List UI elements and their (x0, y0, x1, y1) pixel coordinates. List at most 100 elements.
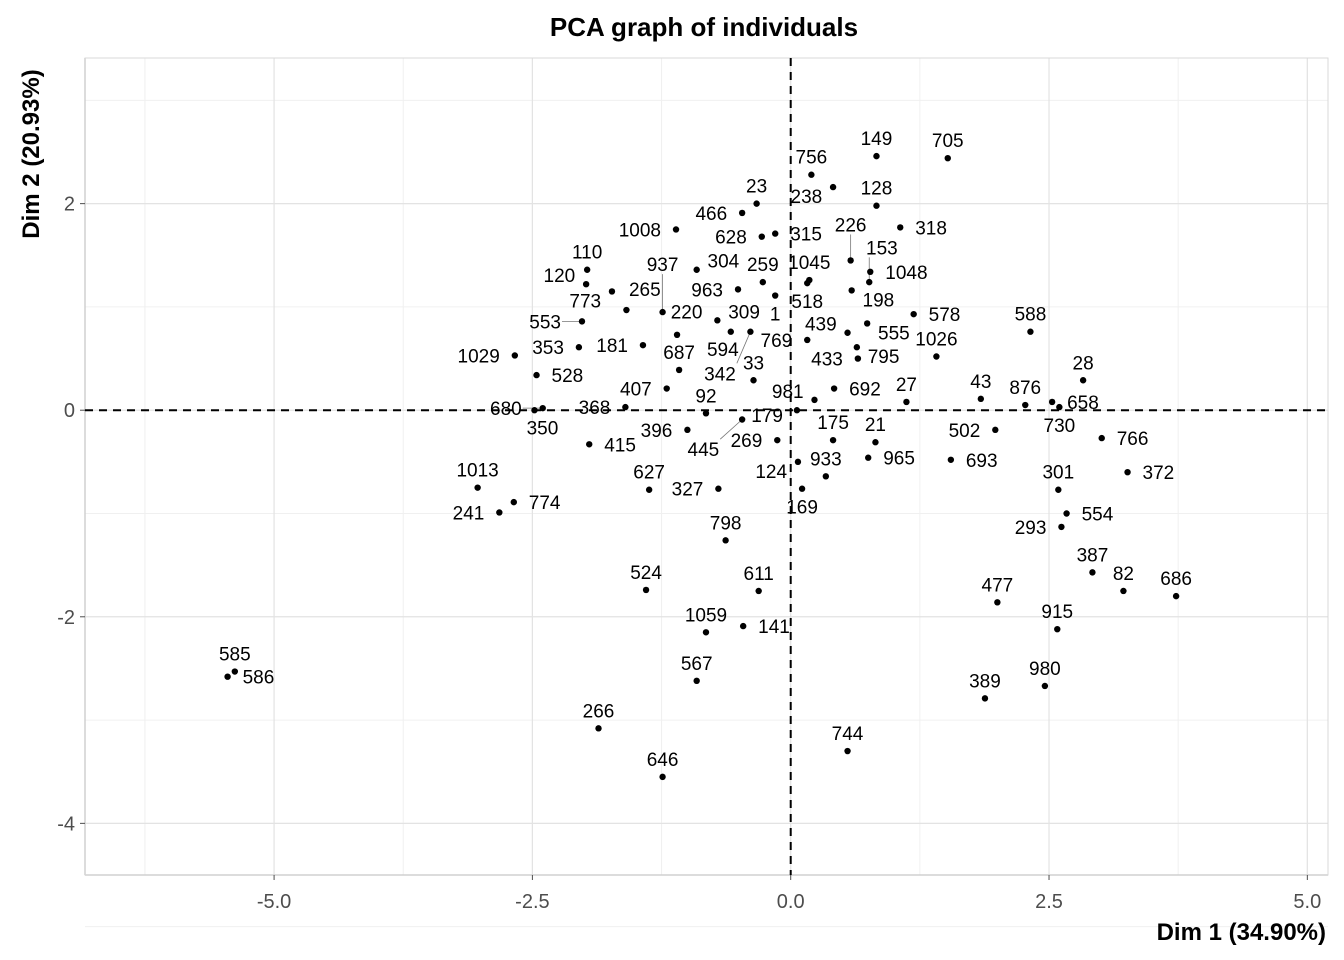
data-point-876: 876 (1009, 378, 1041, 409)
point-marker (1022, 401, 1029, 409)
data-point-1026: 1026 (915, 329, 958, 360)
point-label: 933 (810, 449, 842, 470)
data-point-301: 301 (1042, 463, 1074, 493)
point-label: 301 (1042, 463, 1074, 484)
panel-border (84, 57, 1329, 876)
point-marker (675, 366, 683, 374)
point-label: 353 (532, 338, 564, 359)
point-marker (848, 287, 855, 294)
point-label: 658 (1067, 393, 1099, 414)
point-marker (747, 328, 754, 335)
point-marker (794, 458, 802, 466)
point-marker (854, 355, 862, 362)
point-label: 407 (620, 380, 652, 401)
point-label: 774 (529, 493, 561, 514)
point-label: 415 (604, 435, 636, 456)
chart-title: PCA graph of individuals (550, 12, 858, 42)
point-label: 567 (681, 654, 713, 675)
point-marker (947, 456, 955, 463)
label-leader-lines (522, 234, 870, 440)
data-point-1013: 1013 (456, 461, 499, 491)
data-point-585: 585 (219, 645, 251, 675)
point-marker (583, 266, 591, 273)
point-label: 756 (796, 148, 828, 169)
point-marker (533, 371, 540, 379)
data-point-396: 396 (641, 421, 691, 442)
data-point-611: 611 (744, 564, 774, 595)
point-marker (793, 407, 801, 414)
data-point-518: 518 (791, 279, 823, 313)
data-point-680: 680 (490, 399, 546, 420)
point-marker (722, 537, 729, 544)
point-label: 795 (868, 347, 900, 368)
point-label: 693 (966, 451, 998, 472)
point-label: 315 (790, 225, 822, 246)
data-point-181: 181 (596, 336, 647, 357)
point-label: 149 (861, 129, 893, 150)
point-label: 198 (863, 290, 895, 311)
data-point-110: 110 (572, 243, 602, 273)
point-marker (811, 396, 818, 404)
point-label: 937 (647, 255, 679, 276)
data-point-293: 293 (1015, 518, 1065, 539)
point-marker (772, 230, 779, 237)
data-point-353: 353 (532, 338, 583, 359)
grid (84, 58, 1328, 928)
data-point-372: 372 (1124, 463, 1174, 484)
point-label: 980 (1029, 659, 1061, 680)
data-point-198: 198 (848, 287, 894, 311)
point-marker (873, 202, 880, 209)
y-tick-label: -2 (57, 607, 75, 629)
data-point-774: 774 (510, 493, 561, 514)
point-label: 705 (932, 131, 964, 152)
data-point-387: 387 (1077, 545, 1109, 576)
point-marker (663, 385, 670, 392)
data-point-466: 466 (695, 204, 746, 225)
point-label: 387 (1077, 545, 1109, 566)
point-marker (586, 441, 593, 448)
point-label: 92 (695, 386, 716, 407)
point-marker (684, 426, 691, 434)
data-point-980: 980 (1029, 659, 1061, 690)
point-marker (1058, 523, 1065, 531)
data-point-686: 686 (1160, 569, 1192, 600)
point-label: 175 (817, 413, 849, 434)
point-label: 466 (695, 204, 727, 225)
point-label: 1013 (456, 461, 498, 482)
point-marker (758, 233, 765, 240)
data-point-1029: 1029 (458, 346, 519, 367)
data-point-555: 555 (863, 320, 910, 344)
point-marker (1056, 403, 1063, 411)
data-point-588: 588 (1015, 305, 1046, 335)
point-label: 594 (707, 340, 739, 361)
point-marker (715, 485, 722, 492)
point-marker (992, 426, 999, 434)
point-label: 342 (704, 364, 736, 385)
data-point-439: 439 (805, 315, 851, 336)
data-point-981: 981 (772, 382, 818, 404)
point-label: 586 (243, 668, 275, 689)
point-label: 687 (663, 343, 695, 364)
data-point-124: 124 (755, 458, 802, 483)
point-label: 981 (772, 382, 804, 403)
point-marker (714, 317, 721, 324)
point-marker (933, 353, 940, 360)
data-point-586: 586 (224, 668, 274, 689)
data-point-502: 502 (949, 421, 999, 442)
point-marker (1063, 510, 1070, 517)
data-point-693: 693 (947, 451, 998, 472)
point-marker (693, 266, 700, 273)
data-point-92: 92 (695, 386, 717, 417)
point-label: 368 (579, 398, 611, 419)
x-tick-label: 5.0 (1293, 891, 1321, 913)
data-point-766: 766 (1098, 429, 1148, 450)
point-marker (510, 498, 517, 506)
data-point-149: 149 (861, 129, 893, 160)
point-label: 43 (970, 372, 991, 393)
point-label: 82 (1113, 564, 1134, 585)
data-point-238: 238 (791, 183, 837, 208)
point-marker (474, 484, 481, 491)
data-point-795: 795 (853, 344, 900, 368)
point-label: 627 (633, 463, 665, 484)
data-point-705: 705 (932, 131, 964, 162)
